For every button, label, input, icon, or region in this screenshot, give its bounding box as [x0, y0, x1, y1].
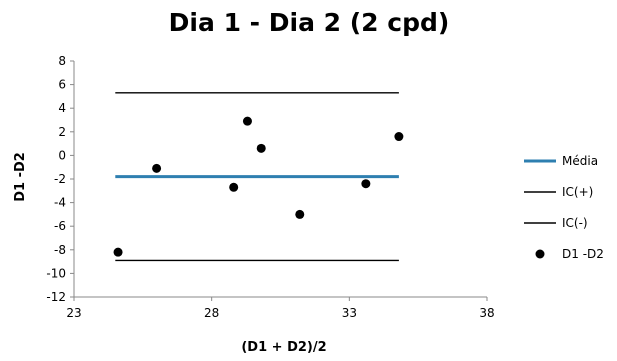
data-point — [152, 163, 162, 173]
y-tick-label: 2 — [58, 125, 66, 139]
y-tick-label: 6 — [58, 78, 66, 92]
data-point — [394, 132, 404, 142]
y-tick-label: -2 — [54, 172, 66, 186]
x-tick-label: 33 — [342, 306, 357, 320]
y-axis-ticks: 8 6 4 2 0 -2 -4 -6 -8 -10 -12 — [46, 54, 74, 304]
y-tick-label: -10 — [46, 266, 66, 280]
data-point — [242, 116, 252, 126]
data-point — [256, 143, 266, 153]
data-point — [229, 182, 239, 192]
y-tick-label: -12 — [46, 290, 66, 304]
plot-series — [113, 92, 404, 262]
y-tick-label: 4 — [58, 101, 66, 115]
chart-title: Dia 1 - Dia 2 (2 cpd) — [169, 8, 450, 37]
y-tick-label: -6 — [54, 219, 66, 233]
data-point — [361, 179, 371, 189]
y-tick-label: -4 — [54, 196, 66, 210]
x-tick-label: 28 — [204, 306, 219, 320]
y-axis-label: D1 -D2 — [13, 152, 28, 202]
legend: Média IC(+) IC(-) D1 -D2 — [524, 154, 604, 261]
y-tick-label: 8 — [58, 54, 66, 68]
y-tick-label: 0 — [58, 148, 66, 162]
x-axis-ticks: 23 28 33 38 — [66, 297, 495, 320]
data-point — [295, 209, 305, 219]
y-tick-label: -8 — [54, 243, 66, 257]
legend-label: Média — [562, 154, 598, 168]
legend-label: IC(-) — [562, 216, 588, 230]
legend-marker — [535, 249, 545, 259]
data-point — [113, 247, 123, 257]
x-axis-label: (D1 + D2)/2 — [241, 340, 326, 355]
x-tick-label: 38 — [479, 306, 494, 320]
x-tick-label: 23 — [66, 306, 81, 320]
legend-label: IC(+) — [562, 185, 593, 199]
legend-label: D1 -D2 — [562, 247, 604, 261]
